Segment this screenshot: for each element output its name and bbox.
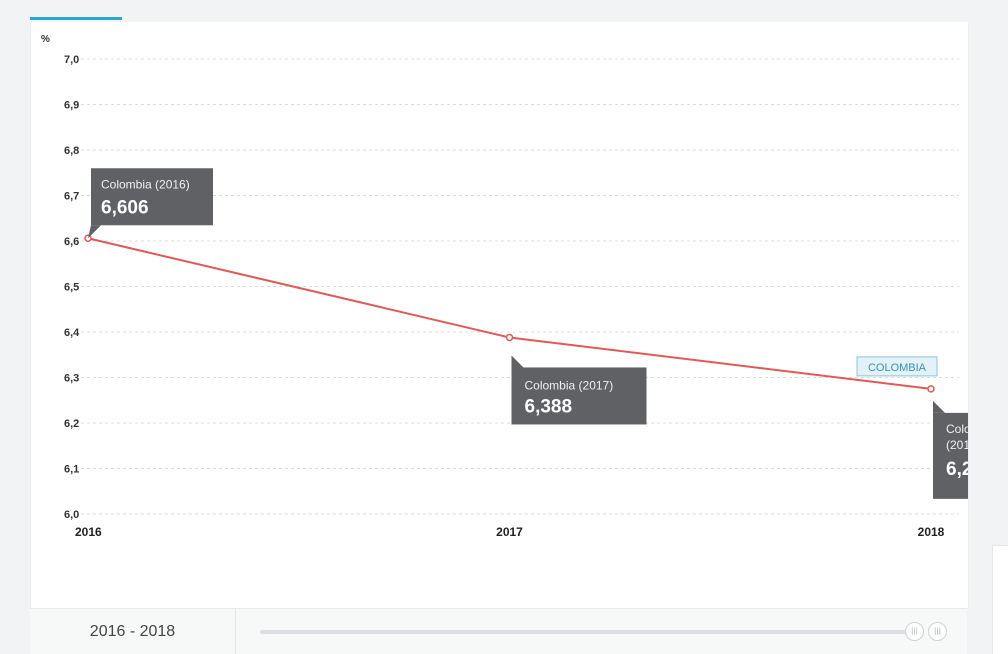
line-chart: % 6,0 6,1 6,2 6,3 6,4 6,5 6,6 6,7 6,8 6,9 7,0 2016 20… [41, 34, 1008, 539]
tooltip-value: 6,388 [525, 396, 573, 417]
data-point[interactable] [927, 385, 935, 393]
y-tick-label: 6,6 [64, 236, 79, 248]
y-tick-label: 6,2 [64, 418, 79, 430]
y-tick-label: 6,3 [64, 373, 79, 385]
active-tab-indicator [30, 17, 122, 20]
y-tick-label: 6,0 [64, 509, 79, 521]
x-tick-label: 2018 [918, 525, 945, 539]
y-tick-label: 7,0 [64, 54, 79, 66]
chart-panel: % 6,0 6,1 6,2 6,3 6,4 6,5 6,6 6,7 6,8 6,9 7,0 2016 20… [30, 22, 1008, 608]
y-tick-label: 6,7 [64, 191, 79, 203]
y-tick-label: 6,5 [64, 282, 79, 294]
tooltip-pointer [933, 400, 945, 413]
time-range-footer: 2016 - 2018 ||| ||| [30, 608, 967, 654]
series-line [87, 237, 932, 390]
tooltip-box [511, 367, 647, 425]
slider-start-handle[interactable]: ||| [905, 622, 924, 641]
y-tick-label: 6,9 [64, 100, 79, 112]
y-tick-label: 6,8 [64, 145, 79, 157]
time-range-label: 2016 - 2018 [30, 609, 236, 654]
tooltip-pointer [88, 225, 101, 239]
tooltip-box [91, 168, 213, 226]
tooltip-value: 6,275 [946, 459, 968, 480]
tooltip-title-line2: (2018) [946, 438, 968, 452]
tooltip-pointer [511, 355, 524, 368]
data-point[interactable] [505, 333, 514, 342]
y-unit-label: % [41, 34, 50, 45]
y-tick-label: 6,1 [64, 464, 79, 476]
tooltip-value: 6,606 [101, 197, 149, 218]
time-range-slider-track[interactable] [260, 630, 915, 634]
tooltip-title: Colombia (2017) [525, 378, 614, 392]
tooltip-title: Colombia (2016) [101, 177, 190, 191]
side-panel-edge [992, 545, 1008, 654]
x-tick-label: 2016 [75, 525, 102, 539]
tooltip-title: Colombia [946, 422, 968, 436]
x-tick-label: 2017 [496, 525, 523, 539]
slider-end-handle[interactable]: ||| [928, 622, 947, 641]
y-tick-label: 6,4 [64, 327, 80, 339]
series-label: COLOMBIA [868, 362, 927, 374]
series-label-box [856, 356, 938, 377]
